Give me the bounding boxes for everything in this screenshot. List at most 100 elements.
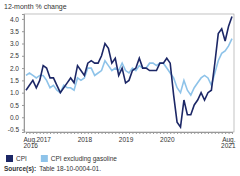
x-tick-mark bbox=[71, 132, 72, 134]
x-tick-mark bbox=[132, 132, 133, 134]
x-tick bbox=[194, 132, 195, 134]
x-tick bbox=[98, 132, 99, 134]
y-tick-label: 4.0 bbox=[10, 15, 19, 22]
y-tick: 3.5 bbox=[10, 28, 24, 35]
x-tick bbox=[174, 132, 175, 134]
x-tick-mark bbox=[181, 132, 182, 134]
y-tick-mark bbox=[22, 31, 24, 32]
x-tick-mark bbox=[84, 132, 85, 134]
x-tick-mark bbox=[108, 132, 109, 134]
x-tick-mark bbox=[53, 132, 54, 134]
y-tick: 3.0 bbox=[10, 40, 24, 47]
x-tick-mark bbox=[91, 132, 92, 134]
y-tick-label: 3.0 bbox=[10, 40, 19, 47]
y-tick-label: 0.0 bbox=[10, 114, 19, 121]
y-tick-label: -0.5 bbox=[8, 126, 20, 133]
x-tick bbox=[153, 132, 154, 134]
x-tick-mark bbox=[139, 132, 140, 134]
x-tick bbox=[57, 132, 58, 134]
x-tick-mark bbox=[60, 132, 61, 134]
x-tick bbox=[215, 132, 216, 134]
x-tick bbox=[88, 132, 89, 134]
y-tick-label: 3.5 bbox=[10, 28, 19, 35]
x-tick-mark bbox=[146, 132, 147, 134]
x-tick bbox=[105, 132, 106, 134]
x-tick bbox=[187, 132, 188, 134]
x-tick-mark bbox=[170, 132, 171, 134]
x-tick bbox=[115, 132, 116, 134]
legend-swatch bbox=[41, 155, 48, 162]
y-tick: 2.5 bbox=[10, 52, 24, 59]
x-tick bbox=[208, 132, 209, 134]
y-tick-mark bbox=[22, 130, 24, 131]
x-tick-mark bbox=[67, 132, 68, 134]
x-tick-label: 2020 bbox=[160, 136, 175, 143]
x-tick-mark bbox=[57, 132, 58, 134]
x-tick-label: 2017 bbox=[36, 136, 51, 143]
x-tick bbox=[36, 132, 37, 134]
x-tick-mark bbox=[36, 132, 37, 134]
x-tick-mark bbox=[122, 132, 123, 134]
x-tick-mark bbox=[112, 132, 113, 134]
x-tick bbox=[64, 132, 65, 134]
x-tick-mark bbox=[191, 132, 192, 134]
y-tick-mark bbox=[22, 44, 24, 45]
x-tick bbox=[211, 132, 212, 134]
y-tick: 0.5 bbox=[10, 102, 24, 109]
x-tick bbox=[146, 132, 147, 134]
x-tick: Aug.2021 bbox=[221, 132, 236, 149]
x-tick bbox=[150, 132, 151, 134]
x-tick-mark bbox=[218, 132, 219, 134]
x-tick-mark bbox=[232, 132, 233, 134]
y-tick-mark bbox=[22, 93, 24, 94]
x-tick bbox=[205, 132, 206, 134]
plot-frame bbox=[24, 14, 234, 132]
x-tick: 2018 bbox=[78, 132, 93, 143]
legend-swatch bbox=[6, 155, 13, 162]
y-tick: -0.5 bbox=[8, 126, 24, 133]
y-tick: 0.0 bbox=[10, 114, 24, 121]
source: Source(s):Table 18-10-0004-01. bbox=[4, 165, 101, 173]
x-tick bbox=[53, 132, 54, 134]
y-tick-label: 1.0 bbox=[10, 89, 19, 96]
x-tick bbox=[60, 132, 61, 134]
x-tick bbox=[191, 132, 192, 134]
x-tick bbox=[132, 132, 133, 134]
x-tick bbox=[198, 132, 199, 134]
x-tick-mark bbox=[43, 132, 44, 134]
y-tick-mark bbox=[22, 117, 24, 118]
x-tick-mark bbox=[98, 132, 99, 134]
x-tick-mark bbox=[194, 132, 195, 134]
x-tick-mark bbox=[126, 132, 127, 134]
y-tick-label: 2.0 bbox=[10, 65, 19, 72]
y-tick-mark bbox=[22, 56, 24, 57]
x-tick bbox=[78, 132, 79, 134]
x-tick-mark bbox=[167, 132, 168, 134]
x-tick-mark bbox=[229, 132, 230, 134]
x-tick bbox=[222, 132, 223, 134]
line-series bbox=[26, 16, 232, 127]
x-tick-mark bbox=[201, 132, 202, 134]
x-axis-line bbox=[27, 133, 233, 135]
x-tick bbox=[33, 132, 34, 134]
y-tick-mark bbox=[22, 19, 24, 20]
source-text: Source(s): bbox=[4, 165, 36, 173]
x-tick-mark bbox=[78, 132, 79, 134]
x-tick-mark bbox=[153, 132, 154, 134]
x-tick-mark bbox=[29, 132, 30, 134]
x-tick-mark bbox=[143, 132, 144, 134]
x-tick bbox=[160, 132, 161, 134]
x-tick bbox=[29, 132, 30, 134]
y-tick: 1.0 bbox=[10, 89, 24, 96]
x-tick-mark bbox=[174, 132, 175, 134]
x-tick bbox=[74, 132, 75, 134]
x-tick bbox=[177, 132, 178, 134]
x-tick bbox=[163, 132, 164, 134]
legend: CPICPI excluding gasoline bbox=[6, 155, 117, 163]
x-tick-mark bbox=[225, 132, 226, 134]
x-tick-mark bbox=[81, 132, 82, 134]
y-axis: -0.50.00.51.01.52.02.53.03.54.0 bbox=[8, 15, 25, 134]
x-tick-label: Aug.2021 bbox=[221, 136, 236, 150]
x-tick bbox=[156, 132, 157, 134]
x-tick bbox=[102, 132, 103, 134]
